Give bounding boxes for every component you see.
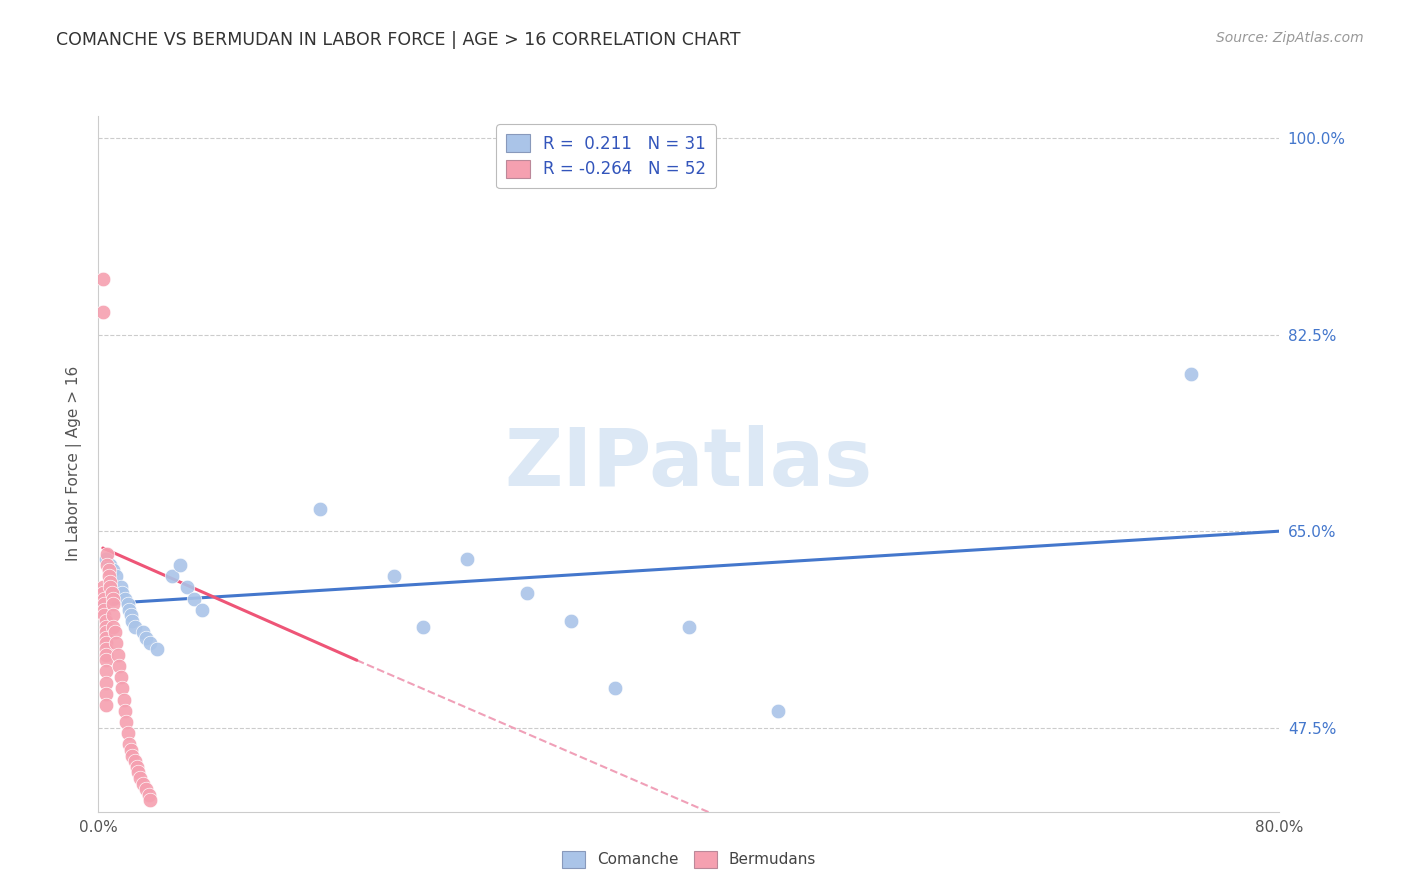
Point <box>94 614 117 628</box>
Point <box>115 714 138 729</box>
Point <box>135 631 157 645</box>
Point <box>560 614 582 628</box>
Point <box>105 569 128 583</box>
Point <box>766 704 789 718</box>
Point <box>93 591 115 606</box>
Point <box>120 743 142 757</box>
Point <box>94 687 117 701</box>
Point <box>121 614 143 628</box>
Point <box>98 580 121 594</box>
Point <box>96 558 118 572</box>
Point <box>111 586 134 600</box>
Point <box>309 501 332 516</box>
Point <box>94 698 117 712</box>
Point <box>162 569 183 583</box>
Point <box>127 765 149 780</box>
Point <box>138 788 160 802</box>
Point <box>110 580 132 594</box>
Y-axis label: In Labor Force | Age > 16: In Labor Force | Age > 16 <box>66 367 83 561</box>
Point <box>97 569 120 583</box>
Point <box>93 608 115 623</box>
Point <box>112 692 135 706</box>
Point <box>93 597 115 611</box>
Point <box>94 552 117 566</box>
Point <box>139 793 162 807</box>
Point <box>124 619 146 633</box>
Point <box>121 748 143 763</box>
Point <box>114 591 136 606</box>
Text: ZIPatlas: ZIPatlas <box>505 425 873 503</box>
Point <box>120 608 142 623</box>
Point <box>103 619 125 633</box>
Point <box>91 305 114 319</box>
Point <box>94 631 117 645</box>
Point <box>98 558 121 572</box>
Point <box>117 726 139 740</box>
Point <box>169 558 191 572</box>
Point <box>110 670 132 684</box>
Point <box>128 771 150 785</box>
Point <box>103 597 125 611</box>
Point <box>91 580 114 594</box>
Point <box>114 704 136 718</box>
Point <box>117 597 139 611</box>
Point <box>104 625 127 640</box>
Point <box>135 782 157 797</box>
Point <box>96 547 118 561</box>
Point <box>103 608 125 623</box>
Point <box>94 653 117 667</box>
Point <box>412 619 434 633</box>
Point <box>605 681 627 696</box>
Point <box>1180 367 1202 381</box>
Point <box>456 552 478 566</box>
Point <box>103 591 125 606</box>
Point <box>94 665 117 679</box>
Point <box>100 586 122 600</box>
Legend: Comanche, Bermudans: Comanche, Bermudans <box>555 845 823 873</box>
Point <box>183 591 205 606</box>
Point <box>94 675 117 690</box>
Point <box>678 619 700 633</box>
Point <box>191 603 214 617</box>
Point <box>124 754 146 768</box>
Point <box>94 625 117 640</box>
Point <box>111 681 134 696</box>
Point <box>94 636 117 650</box>
Point <box>94 619 117 633</box>
Point <box>93 603 115 617</box>
Point <box>125 760 148 774</box>
Point <box>118 603 141 617</box>
Point <box>97 564 120 578</box>
Text: COMANCHE VS BERMUDAN IN LABOR FORCE | AGE > 16 CORRELATION CHART: COMANCHE VS BERMUDAN IN LABOR FORCE | AG… <box>56 31 741 49</box>
Point <box>105 636 128 650</box>
Point <box>98 574 121 589</box>
Point <box>176 580 198 594</box>
Text: Source: ZipAtlas.com: Source: ZipAtlas.com <box>1216 31 1364 45</box>
Point <box>94 642 117 657</box>
Point <box>94 648 117 662</box>
Point <box>118 738 141 752</box>
Point <box>103 564 125 578</box>
Point <box>91 271 114 285</box>
Point <box>91 586 114 600</box>
Point <box>108 658 131 673</box>
Point <box>132 777 155 791</box>
Point <box>382 569 405 583</box>
Point <box>515 586 537 600</box>
Point <box>107 648 129 662</box>
Point <box>139 636 162 650</box>
Point <box>132 625 155 640</box>
Point <box>146 642 169 657</box>
